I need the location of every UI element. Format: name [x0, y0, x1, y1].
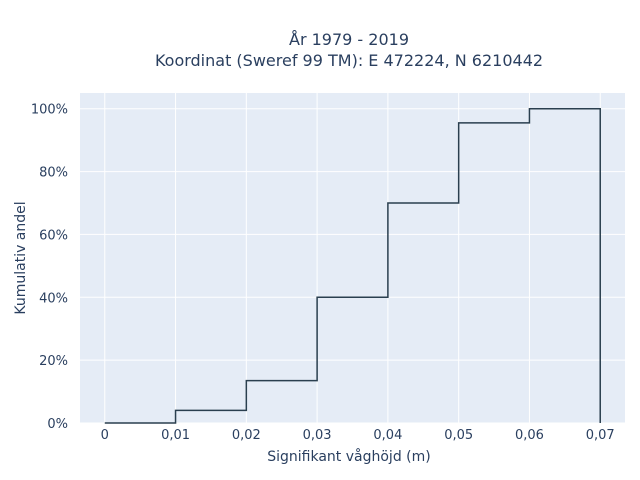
x-tick-label: 0,03: [303, 428, 332, 443]
plot-area: [80, 93, 625, 423]
chart-title-line-2: Koordinat (Sweref 99 TM): E 472224, N 62…: [155, 51, 543, 70]
y-axis-ticks: 0% 20% 40% 60% 80% 100%: [31, 103, 68, 432]
y-tick-label: 0%: [47, 417, 68, 432]
x-tick-label: 0,06: [515, 428, 544, 443]
x-tick-label: 0,01: [161, 428, 190, 443]
y-tick-label: 40%: [39, 291, 68, 306]
y-tick-label: 100%: [31, 103, 68, 118]
x-tick-label: 0,02: [232, 428, 261, 443]
chart-title-line-1: År 1979 - 2019: [289, 30, 409, 49]
y-tick-label: 20%: [39, 354, 68, 369]
y-tick-label: 80%: [39, 166, 68, 181]
x-axis-title: Signifikant våghöjd (m): [267, 448, 430, 465]
y-tick-label: 60%: [39, 228, 68, 243]
x-tick-label: 0,04: [373, 428, 402, 443]
x-tick-label: 0,07: [586, 428, 615, 443]
x-tick-label: 0,05: [444, 428, 473, 443]
x-axis-ticks: 0 0,01 0,02 0,03 0,04 0,05 0,06 0,07: [101, 428, 615, 443]
x-tick-label: 0: [101, 428, 109, 443]
y-axis-title: Kumulativ andel: [13, 201, 29, 314]
series-line: [104, 107, 601, 424]
